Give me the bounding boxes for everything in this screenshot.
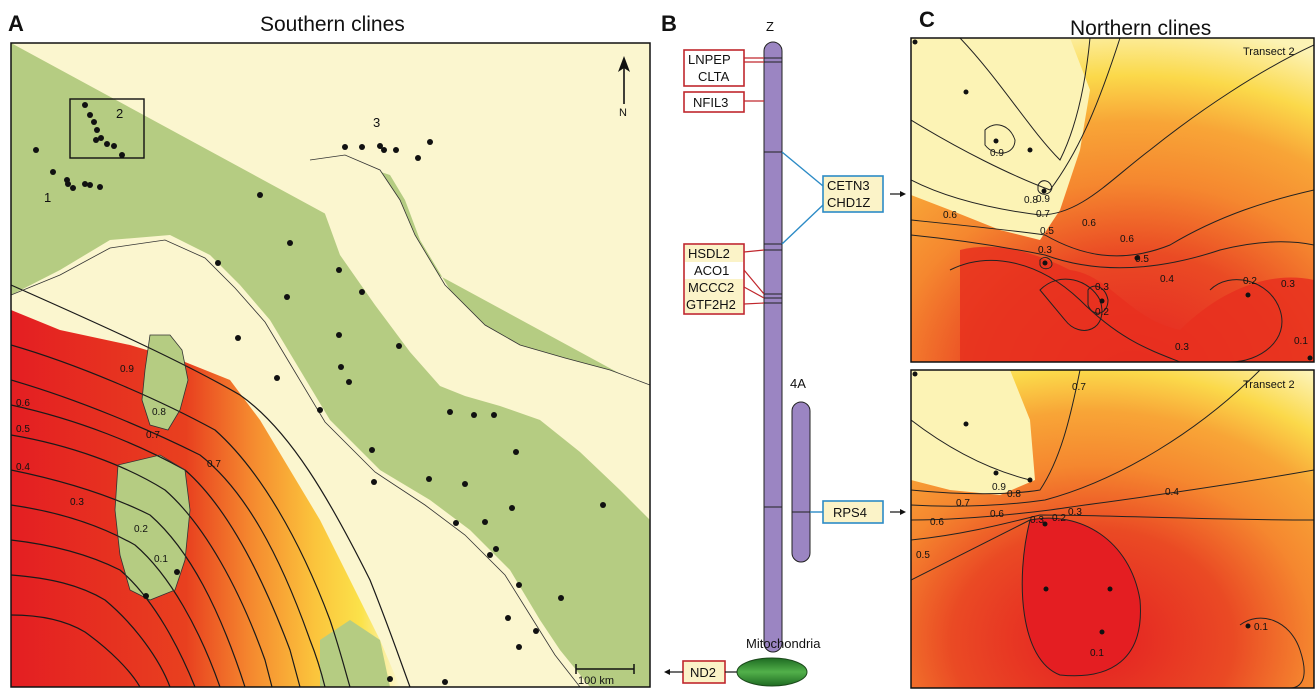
top-contour-label-14: 0.2 xyxy=(1243,276,1257,287)
sicily-land xyxy=(320,620,390,687)
gene-box-cetn3-chd1z: CETN3 CHD1Z xyxy=(781,151,884,245)
bottom-contour-label-9: 0.2 xyxy=(1052,513,1066,524)
gene-cetn3: CETN3 xyxy=(827,178,870,193)
top-transect-label: Transect 2 xyxy=(1243,46,1295,58)
bottom-contour-label-2: 0.8 xyxy=(1007,489,1021,500)
bottom-contour-label-12: 0.1 xyxy=(1254,622,1268,633)
gene-hsdl2: HSDL2 xyxy=(688,246,730,261)
top-contour-label-4: 0.6 xyxy=(943,210,957,221)
bottom-contour-label-10: 0.5 xyxy=(916,550,930,561)
mainland-land xyxy=(11,43,650,687)
bottom-contour-label-1: 0.9 xyxy=(992,482,1006,493)
north-arrow xyxy=(618,56,630,104)
bottom-contour-labels: 0.7 0.9 0.8 0.7 0.6 0.6 0.4 0.3 0.3 0.2 … xyxy=(916,382,1268,659)
region-label-2: 2 xyxy=(116,106,123,121)
gene-lnpep: LNPEP xyxy=(688,52,731,67)
bottom-contour-label-5: 0.6 xyxy=(990,509,1004,520)
cline-overlay xyxy=(11,310,400,687)
chromosome-4a xyxy=(791,401,811,563)
arrow-to-bottom-transect xyxy=(890,509,906,515)
bottom-contour-label-4: 0.6 xyxy=(930,517,944,528)
gene-box-lnpep-clta: LNPEP CLTA xyxy=(683,49,764,87)
top-contour-label-3: 0.7 xyxy=(1036,209,1050,220)
bottom-contour-label-0: 0.7 xyxy=(1072,382,1086,393)
contour-label-a-5: 0.5 xyxy=(16,424,30,435)
chromosome-4a-label: 4A xyxy=(790,376,806,391)
scale-label: 100 km xyxy=(578,675,614,687)
contour-label-a-9: 0.1 xyxy=(154,554,168,565)
panel-b-letter: B xyxy=(661,11,677,36)
bottom-contour-label-3: 0.7 xyxy=(956,498,970,509)
top-transect-map xyxy=(911,38,1314,362)
contour-label-a-1: 0.8 xyxy=(152,407,166,418)
bottom-contour-label-7: 0.3 xyxy=(1030,515,1044,526)
top-contour-label-6: 0.5 xyxy=(1040,226,1054,237)
top-contour-label-11: 0.3 xyxy=(1095,282,1109,293)
inset-box xyxy=(69,98,145,159)
north-label: N xyxy=(619,107,627,119)
top-contour-label-12: 0.3 xyxy=(1281,279,1295,290)
panel-c-letter: C xyxy=(919,7,935,32)
top-contour-label-2: 0.8 xyxy=(1024,195,1038,206)
contour-label-a-6: 0.4 xyxy=(16,462,30,473)
top-contour-label-16: 0.1 xyxy=(1294,336,1308,347)
region-label-3: 3 xyxy=(373,115,380,130)
bottom-transect-map xyxy=(911,370,1314,688)
sardinia-land xyxy=(115,455,190,600)
chromosome-z-label: Z xyxy=(766,19,774,34)
top-contour-label-10: 0.3 xyxy=(1038,245,1052,256)
gene-box-cluster: HSDL2 ACO1 MCCC2 GTF2H2 xyxy=(683,243,765,315)
top-contour-label-15: 0.3 xyxy=(1175,342,1189,353)
gene-box-nfil3: NFIL3 xyxy=(683,91,764,113)
mitochondria-icon xyxy=(736,657,808,687)
top-contour-label-0: 0.9 xyxy=(990,148,1004,159)
top-contour-labels: 0.9 0.9 0.8 0.7 0.6 0.6 0.5 0.6 0.5 0.4 … xyxy=(943,148,1308,353)
contour-label-a-3: 0.7 xyxy=(207,459,221,470)
top-contour-label-7: 0.6 xyxy=(1120,234,1134,245)
bottom-contour-label-11: 0.1 xyxy=(1090,648,1104,659)
contour-label-a-0: 0.9 xyxy=(120,364,134,375)
arrow-to-top-transect xyxy=(890,191,906,197)
gene-aco1: ACO1 xyxy=(694,263,729,278)
gene-gtf2h2: GTF2H2 xyxy=(686,297,736,312)
gene-nd2: ND2 xyxy=(690,665,716,680)
bottom-transect-label: Transect 2 xyxy=(1243,379,1295,391)
gene-clta: CLTA xyxy=(698,69,730,84)
bottom-contour-label-6: 0.4 xyxy=(1165,487,1179,498)
bottom-contour-label-8: 0.3 xyxy=(1068,507,1082,518)
top-contour-label-8: 0.5 xyxy=(1135,254,1149,265)
top-contour-label-9: 0.4 xyxy=(1160,274,1174,285)
contour-label-a-2: 0.7 xyxy=(146,430,160,441)
mitochondria-label: Mitochondria xyxy=(746,636,821,651)
contour-label-a-4: 0.6 xyxy=(16,398,30,409)
adriatic-sea xyxy=(310,155,650,520)
gene-box-nd2: ND2 xyxy=(664,660,737,684)
top-contour-label-13: 0.2 xyxy=(1095,307,1109,318)
gene-mccc2: MCCC2 xyxy=(688,280,734,295)
southern-map xyxy=(11,43,650,687)
panel-a-title: Southern clines xyxy=(260,13,405,36)
scale-bar xyxy=(575,664,635,674)
gene-box-rps4: RPS4 xyxy=(810,500,884,524)
corsica-land xyxy=(142,335,188,430)
contour-label-a-8: 0.2 xyxy=(134,524,148,535)
gene-nfil3: NFIL3 xyxy=(693,95,728,110)
gene-rps4: RPS4 xyxy=(833,505,867,520)
top-contour-label-5: 0.6 xyxy=(1082,218,1096,229)
panel-c-title: Northern clines xyxy=(1070,17,1211,40)
top-contour-label-1: 0.9 xyxy=(1036,194,1050,205)
chromosome-z xyxy=(763,41,783,653)
panel-a-letter: A xyxy=(8,11,24,36)
contour-label-a-7: 0.3 xyxy=(70,497,84,508)
region-label-1: 1 xyxy=(44,190,51,205)
gene-chd1z: CHD1Z xyxy=(827,195,870,210)
